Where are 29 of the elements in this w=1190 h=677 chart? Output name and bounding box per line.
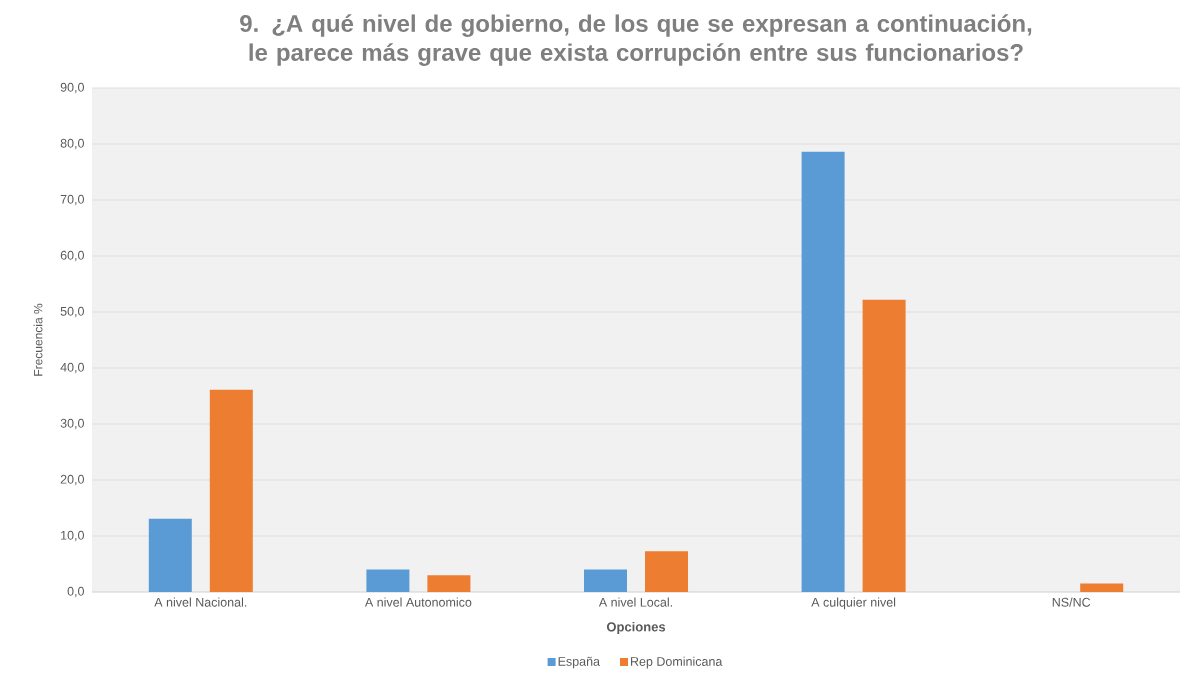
legend-label: Rep Dominicana [631,656,723,669]
y-tick-label: 20,0 [60,474,84,486]
bar [148,518,192,593]
y-tick-label: 80,0 [60,138,84,150]
x-tick-label: A nivel Autonomico [364,597,472,607]
y-tick-label: 10,0 [61,530,84,542]
x-tick-label: NS/NC [1052,597,1091,607]
bar [801,151,845,593]
bar [862,299,906,593]
y-tick-label: 0,0 [67,586,84,598]
bar [366,569,410,593]
y-tick-label: 60,0 [60,250,84,262]
y-tick-label: 30,0 [60,418,84,430]
bar [1080,583,1124,593]
y-axis-title: Frecuencia % [33,303,43,376]
y-tick-label: 40,0 [60,362,84,374]
y-tick-label: 90,0 [60,82,84,94]
bar [584,569,627,593]
x-tick-label: A culquier nivel [811,597,896,610]
y-tick-label: 50,0 [60,306,84,318]
bar [209,389,253,593]
x-tick-label: A nivel Local. [598,597,673,607]
bar [645,551,688,593]
chart-title: 9. ¿A qué nivel de gobierno, de los que se expresan a continuación, le parece más grave que exista corrupción entre sus funcionarios? [240,14,1032,66]
x-axis-title: Opciones [606,621,666,635]
bar [427,575,471,593]
legend-label: España [558,656,600,669]
x-tick-label: A nivel Nacional. [154,597,247,607]
y-tick-label: 70,0 [60,194,84,206]
